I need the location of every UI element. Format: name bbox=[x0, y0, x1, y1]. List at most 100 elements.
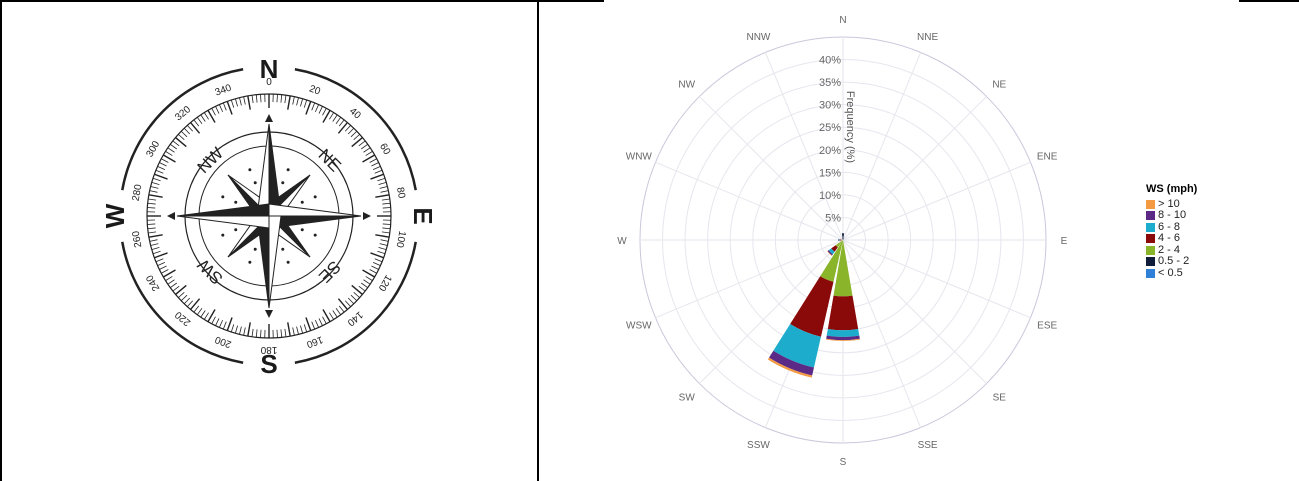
compass-tick bbox=[322, 108, 327, 116]
compass-tick bbox=[234, 325, 238, 334]
direction-spoke bbox=[764, 52, 844, 241]
compass-tick bbox=[315, 104, 319, 113]
legend-label: 4 - 6 bbox=[1158, 232, 1181, 244]
compass-w-label: W bbox=[100, 203, 130, 228]
compass-degree-label: 220 bbox=[173, 308, 193, 327]
compass-tick bbox=[305, 317, 312, 331]
compass-tick bbox=[178, 291, 185, 298]
compass-tick bbox=[162, 154, 176, 163]
compass-tick bbox=[351, 284, 363, 295]
compass-tick bbox=[196, 307, 203, 315]
compass-tick bbox=[284, 95, 287, 104]
compass-cardinal-marker bbox=[265, 310, 273, 318]
compass-star-point bbox=[256, 123, 270, 217]
radial-tick-label: 20% bbox=[819, 145, 841, 157]
direction-label: WNW bbox=[626, 151, 653, 162]
compass-tick bbox=[222, 102, 227, 111]
compass-tick bbox=[239, 326, 242, 335]
compass-tick bbox=[350, 130, 358, 138]
direction-label: ENE bbox=[1037, 151, 1058, 162]
direction-spoke bbox=[655, 161, 844, 241]
wind-rose-segment bbox=[826, 338, 860, 342]
legend-label: 8 - 10 bbox=[1158, 209, 1187, 221]
compass-tick bbox=[315, 319, 319, 328]
legend-swatch bbox=[1146, 222, 1155, 232]
compass-tick bbox=[211, 108, 216, 116]
compass-tick bbox=[338, 305, 345, 313]
compass-degree-label: 200 bbox=[213, 333, 233, 349]
compass-tick bbox=[358, 285, 366, 292]
compass-dot bbox=[234, 228, 238, 232]
compass-tick bbox=[332, 310, 338, 318]
compass-star-point bbox=[268, 123, 282, 217]
legend-swatch bbox=[1146, 234, 1155, 244]
compass-tick bbox=[155, 258, 164, 263]
compass-tick bbox=[287, 95, 291, 110]
compass-tick bbox=[148, 198, 157, 201]
legend-item: < 0.5 bbox=[1146, 267, 1197, 280]
compass-tick bbox=[322, 316, 327, 324]
compass-tick bbox=[375, 234, 390, 238]
compass-n-label: N bbox=[260, 54, 279, 84]
compass-tick bbox=[255, 329, 258, 338]
legend-label: 6 - 8 bbox=[1158, 220, 1181, 233]
compass-degree-label: 80 bbox=[394, 186, 407, 199]
compass-tick bbox=[175, 137, 187, 148]
compass-tick bbox=[230, 324, 235, 333]
compass-tick bbox=[375, 194, 390, 198]
compass-tick bbox=[350, 294, 358, 302]
compass-tick bbox=[370, 173, 384, 180]
compass-tick bbox=[161, 269, 169, 274]
compass-tick bbox=[353, 134, 360, 141]
compass-tick bbox=[381, 231, 390, 234]
direction-spoke bbox=[842, 239, 922, 428]
compass-tick bbox=[322, 109, 331, 123]
compass-tick bbox=[382, 227, 391, 230]
compass-tick bbox=[374, 169, 383, 174]
compass-tick bbox=[378, 181, 387, 185]
compass-tick bbox=[187, 125, 194, 132]
legend-swatch bbox=[1146, 257, 1155, 267]
compass-tick bbox=[318, 318, 323, 326]
compass-tick bbox=[311, 102, 316, 111]
compass-tick bbox=[260, 94, 262, 103]
compass-tick bbox=[151, 247, 160, 251]
compass-tick bbox=[190, 122, 201, 134]
direction-spoke bbox=[842, 239, 987, 384]
compass-dot bbox=[248, 168, 252, 172]
compass-tick bbox=[147, 202, 156, 205]
compass-tick bbox=[251, 328, 254, 337]
legend-swatch bbox=[1146, 211, 1155, 221]
direction-label: ESE bbox=[1037, 321, 1057, 332]
compass-tick bbox=[303, 324, 308, 333]
compass-tick bbox=[222, 321, 227, 330]
compass-tick bbox=[377, 177, 386, 182]
compass-tick bbox=[276, 329, 278, 338]
compass-tick bbox=[167, 279, 175, 285]
compass-tick bbox=[165, 276, 173, 281]
compass-dot bbox=[281, 247, 285, 251]
compass-tick bbox=[162, 269, 176, 278]
compass-tick bbox=[207, 109, 216, 123]
wind-rose-segment bbox=[831, 245, 838, 252]
compass-tick bbox=[190, 298, 201, 310]
compass-tick bbox=[300, 98, 304, 107]
compass-tick bbox=[369, 269, 377, 274]
compass-tick bbox=[148, 194, 163, 198]
compass-outer-arc bbox=[294, 241, 417, 364]
compass-tick bbox=[148, 234, 163, 238]
compass-star-point bbox=[268, 215, 282, 309]
compass-dot bbox=[300, 200, 304, 204]
compass-tick bbox=[362, 154, 376, 163]
compass-degree-label: 60 bbox=[377, 142, 392, 158]
compass-star-point bbox=[256, 215, 270, 309]
compass-tick bbox=[382, 223, 391, 225]
compass-dot bbox=[281, 181, 285, 185]
compass-cardinal-marker bbox=[265, 114, 273, 122]
compass-tick bbox=[159, 162, 167, 167]
compass-outer-arc bbox=[121, 241, 244, 364]
compass-tick bbox=[284, 328, 287, 337]
compass-tick bbox=[172, 285, 180, 292]
direction-label: SW bbox=[679, 392, 696, 403]
